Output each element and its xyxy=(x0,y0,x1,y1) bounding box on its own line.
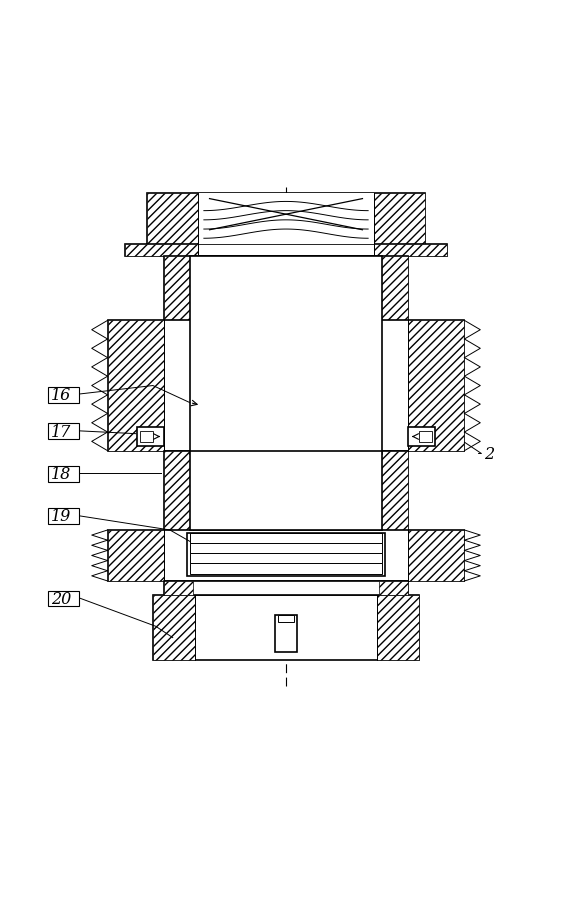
Bar xyxy=(164,581,193,595)
Bar xyxy=(408,320,464,451)
Bar xyxy=(48,386,80,403)
Text: 2: 2 xyxy=(484,446,494,463)
Bar xyxy=(190,532,382,543)
Bar xyxy=(164,257,201,320)
Bar xyxy=(419,431,432,443)
Bar xyxy=(108,530,164,581)
Bar xyxy=(164,451,193,530)
Bar xyxy=(376,595,419,660)
Bar xyxy=(374,244,447,257)
Bar xyxy=(108,320,464,451)
Bar xyxy=(408,530,464,581)
Bar xyxy=(190,543,382,553)
Bar xyxy=(374,193,425,244)
Bar xyxy=(153,595,196,660)
Bar xyxy=(164,257,408,320)
Bar xyxy=(140,431,153,443)
Bar xyxy=(108,530,464,581)
Bar xyxy=(147,193,198,244)
Bar xyxy=(48,466,80,482)
Bar xyxy=(164,451,408,530)
Bar xyxy=(408,427,435,445)
Bar xyxy=(371,257,408,320)
Bar xyxy=(278,615,294,621)
Text: 20: 20 xyxy=(51,590,71,608)
Bar xyxy=(190,451,382,530)
Bar xyxy=(48,509,80,524)
Bar xyxy=(108,320,164,451)
Bar xyxy=(190,553,382,563)
Bar xyxy=(190,257,382,454)
Text: 17: 17 xyxy=(51,424,71,441)
Bar xyxy=(153,595,419,660)
Bar xyxy=(48,424,80,439)
Bar xyxy=(379,451,408,530)
Bar xyxy=(379,581,408,595)
Text: 18: 18 xyxy=(51,466,71,483)
Text: 16: 16 xyxy=(51,386,71,404)
Bar xyxy=(190,563,382,573)
Bar xyxy=(198,193,374,244)
Bar xyxy=(275,615,297,652)
Bar xyxy=(125,244,447,257)
Bar xyxy=(137,427,164,445)
Bar xyxy=(164,581,408,595)
Text: 19: 19 xyxy=(51,509,71,525)
Bar xyxy=(147,193,425,244)
Bar xyxy=(125,244,198,257)
Bar xyxy=(48,590,80,607)
Bar xyxy=(187,532,385,577)
